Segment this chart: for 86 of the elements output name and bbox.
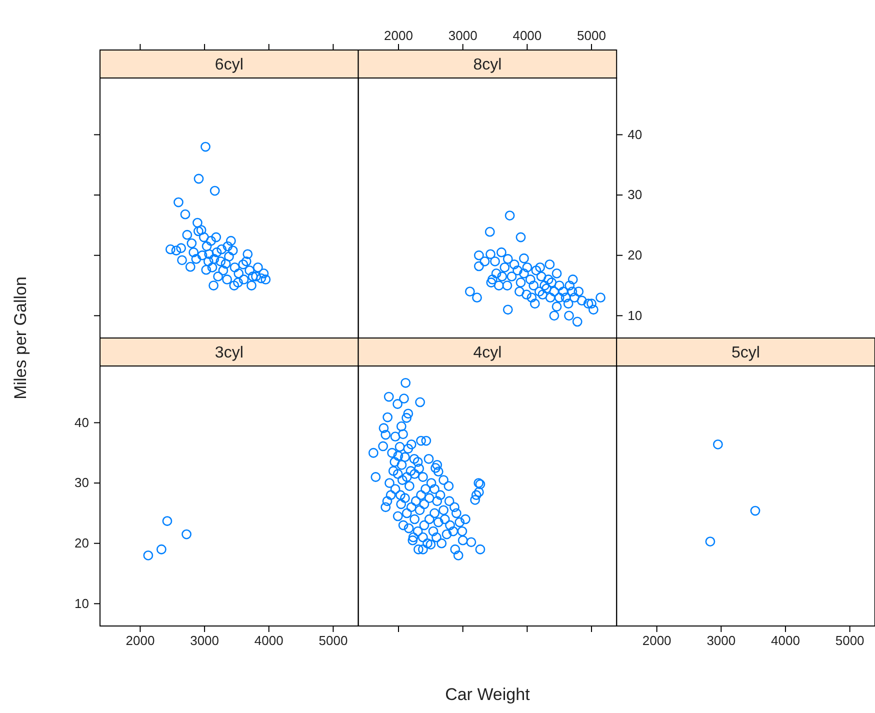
x-tick-label: 3000: [190, 633, 220, 648]
x-tick-label: 4000: [254, 633, 284, 648]
point: [188, 247, 199, 258]
point: [156, 544, 166, 554]
x-tick-label: 5000: [835, 633, 864, 648]
x-tick-label: 2000: [642, 633, 672, 648]
point: [216, 244, 227, 254]
chart-title: 3cyl: [214, 344, 244, 362]
x-tick-label: 3000: [706, 633, 736, 648]
x-tick-label: 5000: [318, 633, 348, 648]
point: [256, 273, 266, 284]
point: [182, 529, 192, 540]
point: [230, 262, 240, 272]
point: [222, 241, 233, 252]
point: [192, 218, 202, 228]
point: [244, 265, 255, 276]
y-tick-label: 40: [628, 126, 642, 142]
point: [203, 256, 214, 266]
point: [229, 280, 240, 290]
point: [213, 272, 223, 282]
x-tick-label: 4000: [771, 633, 800, 648]
y-tick-label: 30: [628, 187, 642, 202]
point: [241, 256, 252, 266]
y-tick-label: 10: [628, 308, 642, 323]
y-tick-label: 20: [628, 248, 642, 263]
chart-title: 5cyl: [732, 344, 760, 362]
point: [218, 265, 228, 276]
point: [260, 274, 271, 284]
point: [180, 209, 190, 220]
point: [233, 278, 243, 288]
x-axis-title: Car Weight: [445, 685, 530, 704]
point: [238, 274, 249, 284]
point: [242, 249, 253, 260]
point: [201, 264, 212, 275]
y-tick-label: 30: [74, 475, 89, 490]
point: [252, 262, 263, 272]
point: [194, 174, 204, 184]
point: [206, 236, 216, 246]
point: [209, 254, 220, 264]
x-tick-label: 5000: [577, 28, 606, 43]
y-axis-title: Miles per Gallon: [11, 276, 30, 400]
point: [171, 246, 182, 256]
y-tick-label: 40: [74, 414, 89, 430]
point: [185, 262, 196, 272]
point: [220, 258, 231, 269]
point: [212, 247, 222, 258]
point: [202, 241, 212, 252]
y-tick-label: 20: [74, 536, 89, 551]
chart-title: 8cyl: [473, 56, 502, 74]
point: [238, 259, 248, 270]
point: [211, 232, 222, 242]
point: [258, 268, 269, 278]
point: [200, 142, 210, 152]
point: [226, 236, 236, 246]
point: [186, 238, 197, 248]
x-tick-label: 2000: [384, 28, 413, 43]
point: [228, 246, 238, 256]
x-tick-label: 3000: [448, 28, 478, 43]
point: [210, 186, 220, 196]
point: [143, 550, 154, 560]
point: [162, 516, 172, 526]
point: [216, 256, 226, 266]
point: [251, 272, 261, 282]
point: [207, 262, 218, 272]
point: [222, 274, 232, 284]
point: [174, 197, 184, 208]
point: [234, 268, 244, 278]
point: [248, 272, 258, 282]
point: [196, 225, 206, 235]
point: [246, 280, 256, 290]
point: [191, 254, 202, 264]
point: [198, 232, 209, 242]
point: [193, 226, 204, 236]
point: [204, 249, 214, 260]
y-tick-label: 10: [74, 596, 89, 611]
point: [182, 230, 192, 240]
x-tick-label: 4000: [512, 28, 542, 43]
chart-title: 6cyl: [214, 56, 244, 74]
point: [177, 255, 187, 266]
x-tick-label: 2000: [126, 633, 155, 648]
chart-title: 4cyl: [473, 344, 502, 362]
point: [165, 244, 176, 254]
point: [197, 250, 208, 260]
point: [224, 252, 234, 262]
point: [176, 243, 186, 254]
point: [208, 280, 218, 290]
